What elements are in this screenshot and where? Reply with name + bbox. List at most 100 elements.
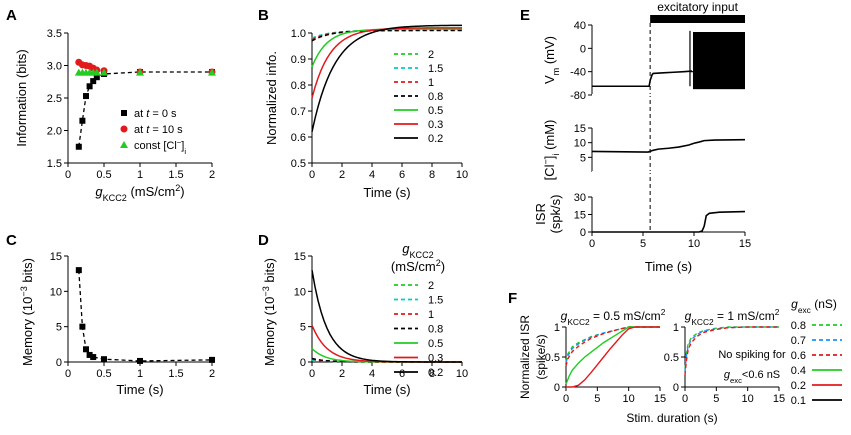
panel-e-isr-y-tick-label: 0 <box>580 227 586 239</box>
panel-d-y-tick-label: 5 <box>300 322 306 334</box>
panel-a-x-tick-label: 2 <box>209 169 215 181</box>
panel-e-vm-y-tick-label: 0 <box>580 43 586 55</box>
panel-f-2-title: gKCC2 = 1 mS/cm2 <box>685 307 780 327</box>
panel-f-2-line-0.8 <box>684 326 779 370</box>
panel-a-x-tick-label: 0 <box>65 169 71 181</box>
panel-a-y-tick-label: 3.0 <box>47 61 62 73</box>
panel-a-x-tick-label: 1.5 <box>168 169 183 181</box>
panel-f-legend-title: gexc (nS) <box>791 297 837 315</box>
panel-b-x-tick-label: 4 <box>369 169 375 181</box>
panel-f-1-line-0.6 <box>565 326 660 367</box>
panel-c-x-tick-label: 1 <box>137 368 143 380</box>
panel-f-1-line-0.4 <box>565 326 660 385</box>
panel-c-fit-line <box>78 270 213 362</box>
panel-c-x-tick-label: 0.5 <box>96 368 111 380</box>
panel-e-x-label: Time (s) <box>645 259 692 274</box>
panel-e-cl-trace <box>591 138 746 153</box>
panel-f-2-x-tick-label: 5 <box>713 393 719 405</box>
panel-a-y-tick-label: 1.5 <box>47 158 62 170</box>
panel-a-fit-line <box>78 71 212 147</box>
panel-a-x-tick-label: 0.5 <box>96 169 111 181</box>
panel-a-legend-marker-const <box>120 141 128 148</box>
panel-a-point-t0 <box>75 143 82 150</box>
panel-a-point-const <box>208 68 216 76</box>
panel-f-y-label-2: (spike/s) <box>534 334 548 379</box>
panel-b-y-tick-label: 0.5 <box>291 158 306 170</box>
panel-c-point <box>83 346 89 353</box>
panel-e-cl-y-tick-label: 5 <box>580 152 586 164</box>
panel-e-input-bar <box>650 15 745 23</box>
panel-a-x-tick-label: 1 <box>137 169 143 181</box>
panel-b-x-tick-label: 8 <box>429 169 435 181</box>
panel-e-isr-x-tick-label: 15 <box>739 238 751 250</box>
panel-f-2-note-2: gexc<0.6 nS <box>724 369 780 385</box>
panel-a-point-t0 <box>86 83 93 90</box>
panel-d-y-tick-label: 0 <box>300 357 306 369</box>
panel-e-isr-y-label-2: (spk/s) <box>548 195 563 234</box>
panel-f-2-line-0.6 <box>684 326 779 376</box>
panel-b-y-tick-label: 0.6 <box>291 132 306 144</box>
panel-b-y-tick-label: 0.7 <box>291 106 306 118</box>
panel-d-y-tick-label: 10 <box>294 286 306 298</box>
panel-e-vm-y-tick-label: -80 <box>570 90 586 102</box>
panel-b-y-label: Normalized info. <box>264 51 279 145</box>
panel-c-point <box>75 267 82 274</box>
panel-e-isr-y-label-1: ISR <box>533 203 548 225</box>
panel-c-y-tick-label: 5 <box>56 322 62 334</box>
panel-f-1-y-tick-label: 1 <box>554 322 560 334</box>
panel-d-x-tick-label: 6 <box>399 368 405 380</box>
panel-c-y-tick-label: 0 <box>56 357 62 369</box>
panel-a-legend-label-t10: at t = 10 s <box>134 124 183 136</box>
panel-d-y-tick-label: 15 <box>294 251 306 263</box>
panel-a-point-t0 <box>93 74 100 81</box>
panel-f-legend-label-0.8: 0.8 <box>791 320 806 332</box>
panel-f-legend-label-0.6: 0.6 <box>791 350 806 362</box>
panel-f-1-y-tick-label: 0.5 <box>545 352 560 364</box>
panel-e-isr-y-tick-label: 15 <box>574 210 586 222</box>
panel-c-point <box>79 323 86 330</box>
panel-a-point-const <box>136 68 144 76</box>
panel-a-point-t0 <box>83 93 89 100</box>
panel-a-x-label: gKCC2 (mS/cm2) <box>95 183 184 203</box>
panel-b-x-tick-label: 10 <box>456 169 468 181</box>
panel-a-legend-marker-t0 <box>121 110 127 116</box>
panel-e-isr-trace <box>592 210 746 233</box>
panel-b-y-tick-label: 0.9 <box>291 54 306 66</box>
panel-b-legend-label-2: 2 <box>428 49 434 61</box>
panel-b-legend-label-0.8: 0.8 <box>428 91 443 103</box>
panel-f-2-y-tick-label: 0.5 <box>664 352 679 364</box>
panel-c-point <box>101 356 107 363</box>
panel-a-y-tick-label: 2.0 <box>47 126 62 138</box>
panel-b-legend-label-1.5: 1.5 <box>428 63 443 75</box>
panel-b-legend-label-0.3: 0.3 <box>428 119 443 131</box>
panel-d-legend-label-0.5: 0.5 <box>428 338 443 350</box>
panel-d-x-tick-label: 4 <box>369 368 375 380</box>
panel-c-point <box>209 356 215 363</box>
panel-a-point-t0 <box>90 78 97 85</box>
panel-d-legend-units: (mS/cm2) <box>391 258 445 274</box>
panel-b-legend-label-1: 1 <box>428 77 434 89</box>
panel-label-d: D <box>258 232 269 249</box>
panel-b-legend-label-0.2: 0.2 <box>428 133 443 145</box>
panel-d-legend-label-2: 2 <box>428 280 434 292</box>
panel-c-point <box>86 351 93 358</box>
panel-a-point-t0 <box>79 117 86 124</box>
panel-e-vm-y-tick-label: 40 <box>574 20 586 32</box>
panel-f-1-x-tick-label: 5 <box>594 393 600 405</box>
panel-c-x-tick-label: 0 <box>65 368 71 380</box>
panel-label-f: F <box>508 290 517 307</box>
panel-a-y-tick-label: 3.5 <box>47 28 62 40</box>
panel-f-legend-label-0.7: 0.7 <box>791 335 806 347</box>
panel-d-x-tick-label: 8 <box>429 368 435 380</box>
panel-d-legend-title: gKCC2 <box>402 241 434 260</box>
panel-c-y-label: Memory (10−3 bits) <box>19 258 35 366</box>
panel-a-point-const <box>92 68 101 76</box>
panel-a-legend-marker-t10 <box>120 125 128 133</box>
panel-c-x-label: Time (s) <box>116 382 163 397</box>
panel-e-isr-x-tick-label: 0 <box>589 238 595 250</box>
panel-c-point <box>137 357 143 364</box>
panel-b-y-tick-label: 1.0 <box>291 28 306 40</box>
panel-f-2-y-tick-label: 1 <box>673 322 679 334</box>
panel-e-cl-y-label: [Cl−]i (mM) <box>541 120 561 181</box>
